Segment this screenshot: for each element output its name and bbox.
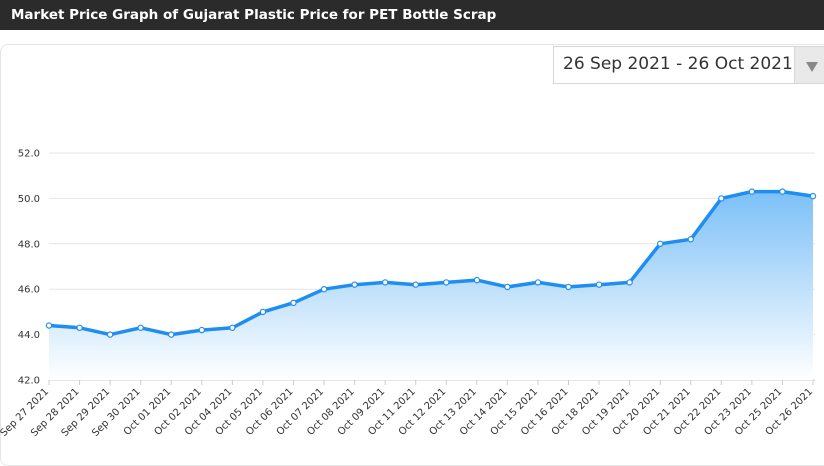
data-point[interactable] — [718, 195, 725, 202]
data-point[interactable] — [229, 324, 236, 331]
data-point[interactable] — [76, 324, 83, 331]
price-line — [47, 189, 815, 337]
y-tick-label: 46.0 — [18, 285, 40, 296]
data-point[interactable] — [657, 240, 664, 247]
data-point[interactable] — [443, 279, 450, 286]
data-point[interactable] — [198, 326, 205, 334]
y-tick-label: 52.0 — [18, 149, 40, 160]
data-point[interactable] — [106, 331, 114, 338]
y-tick-label: 48.0 — [18, 239, 40, 250]
chart-header: Market Price Graph of Gujarat Plastic Pr… — [0, 0, 824, 30]
data-point[interactable] — [168, 331, 175, 338]
data-point[interactable] — [626, 279, 633, 286]
price-area-fill — [49, 191, 813, 380]
data-point[interactable] — [748, 188, 756, 195]
y-axis-labels: 42.0 44.0 46.0 48.0 50.0 52.0 — [18, 149, 40, 387]
data-point[interactable] — [565, 283, 572, 291]
price-chart: 42.0 44.0 46.0 48.0 50.0 52.0 Sep 27 2021Sep … — [0, 149, 817, 439]
y-tick-label: 42.0 — [18, 376, 40, 387]
data-point[interactable] — [320, 286, 328, 293]
date-range-select[interactable]: 26 Sep 2021 - 26 Oct 2021 — [553, 46, 824, 84]
data-point[interactable] — [504, 283, 511, 291]
data-point[interactable] — [259, 308, 267, 316]
dropdown-button[interactable] — [794, 47, 824, 83]
data-point[interactable] — [687, 236, 694, 243]
data-points — [45, 188, 817, 338]
data-point[interactable] — [351, 281, 358, 288]
data-point[interactable] — [534, 279, 542, 286]
data-point[interactable] — [412, 281, 419, 288]
data-point[interactable] — [45, 322, 53, 329]
y-tick-label: 50.0 — [18, 194, 40, 205]
data-point[interactable] — [595, 281, 603, 288]
data-point[interactable] — [381, 279, 389, 286]
chart-title: Market Price Graph of Gujarat Plastic Pr… — [11, 7, 497, 23]
caret-down-icon — [806, 62, 818, 72]
data-point[interactable] — [809, 192, 817, 200]
data-point[interactable] — [137, 324, 144, 331]
date-range-value: 26 Sep 2021 - 26 Oct 2021 — [563, 54, 793, 74]
data-point[interactable] — [779, 188, 786, 195]
data-point[interactable] — [473, 276, 481, 284]
data-point[interactable] — [290, 299, 297, 307]
y-tick-label: 44.0 — [18, 330, 40, 341]
